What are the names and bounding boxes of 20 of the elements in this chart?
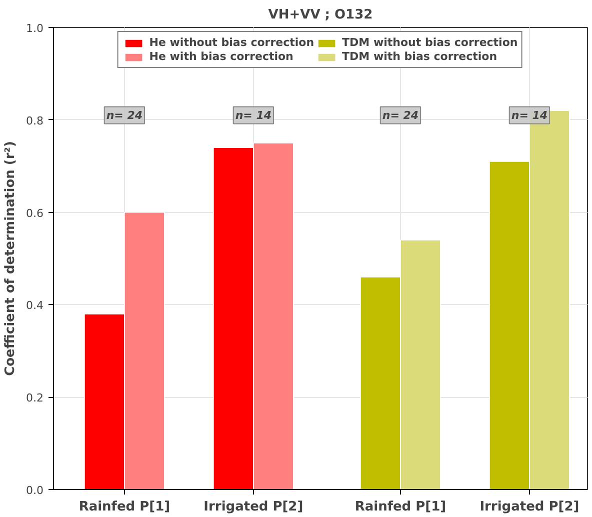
y-tick-label: 0.0 <box>26 484 44 497</box>
legend-label: He without bias correction <box>149 36 314 49</box>
x-tick-label: Rainfed P[1] <box>354 500 446 514</box>
x-tick-label: Irrigated P[2] <box>204 500 304 514</box>
x-tick-label: Irrigated P[2] <box>480 500 580 514</box>
y-tick-label: 0.6 <box>26 206 44 220</box>
legend-label: TDM without bias correction <box>342 36 518 49</box>
y-tick-label: 1.0 <box>26 22 44 35</box>
y-tick-label: 0.2 <box>26 392 44 405</box>
annotation: n= 14 <box>235 108 272 122</box>
y-tick-label: 0.4 <box>26 299 44 312</box>
annotation: n= 24 <box>106 108 143 122</box>
legend-label: TDM with bias correction <box>342 50 498 63</box>
legend-label: He with bias correction <box>149 50 294 63</box>
x-tick-label: Rainfed P[1] <box>78 500 170 514</box>
y-axis-title: Coefficient of determination (r²) <box>3 141 18 376</box>
annotation: n= 14 <box>511 108 548 122</box>
y-tick-label: 0.8 <box>26 114 44 128</box>
annotation: n= 24 <box>382 108 419 122</box>
chart-title: VH+VV ; O132 <box>268 8 373 22</box>
